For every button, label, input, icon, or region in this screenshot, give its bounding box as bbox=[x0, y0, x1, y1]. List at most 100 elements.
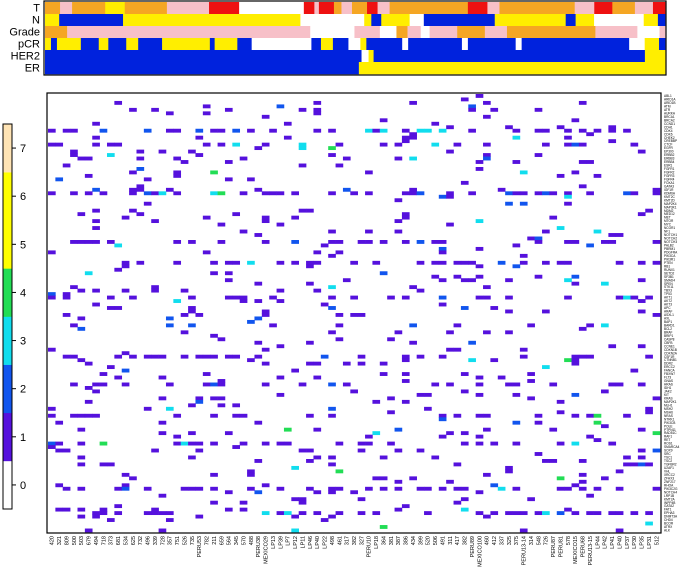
y-tick-label: PIK3CB bbox=[664, 421, 675, 425]
heatmap-cell bbox=[232, 295, 241, 300]
track-segment bbox=[367, 2, 378, 15]
heatmap-cell bbox=[48, 128, 56, 133]
heatmap-cell bbox=[276, 191, 285, 196]
heatmap-cell bbox=[556, 173, 565, 178]
heatmap-cell bbox=[601, 476, 609, 481]
heatmap-cell bbox=[379, 128, 388, 133]
heatmap-cell bbox=[84, 361, 93, 366]
heatmap-cell bbox=[313, 100, 322, 105]
y-tick-label: KMT2C bbox=[664, 195, 676, 199]
heatmap-cell bbox=[247, 358, 255, 363]
y-tick-label: LRP1B bbox=[664, 494, 674, 498]
heatmap-cell bbox=[254, 420, 263, 425]
heatmap-cell bbox=[490, 441, 499, 446]
colorbar: 0 1 2 3 4 5 6 7 bbox=[2, 123, 26, 510]
track-segment bbox=[124, 2, 168, 15]
heatmap-cell bbox=[143, 201, 152, 206]
track-segment bbox=[515, 38, 523, 51]
heatmap-cell bbox=[202, 372, 211, 376]
x-tick-label: LP44 bbox=[595, 536, 601, 549]
y-tick-label: FOXA1 bbox=[664, 181, 675, 185]
heatmap-cell bbox=[357, 497, 366, 502]
heatmap-cell bbox=[416, 392, 425, 397]
heatmap-cell bbox=[652, 431, 661, 436]
heatmap-cell bbox=[409, 100, 417, 105]
x-tick-label: 548 bbox=[536, 536, 542, 545]
heatmap-cell bbox=[328, 455, 336, 460]
x-tick-label: 659 bbox=[219, 536, 225, 545]
heatmap-cell bbox=[401, 139, 410, 144]
heatmap-cell bbox=[48, 142, 56, 147]
y-tick-label: NOTCH3 bbox=[664, 240, 677, 244]
heatmap-cell bbox=[180, 441, 189, 446]
heatmap-cell bbox=[379, 240, 388, 244]
colorbar-tick-label: 4 bbox=[20, 287, 26, 299]
heatmap-cell bbox=[70, 382, 78, 387]
y-tick-label: AKT2 bbox=[664, 299, 672, 303]
heatmap-cell bbox=[188, 295, 196, 300]
x-tick-label: 564 bbox=[227, 536, 233, 545]
y-tick-label: EGFR bbox=[664, 146, 674, 150]
heatmap-cell bbox=[99, 382, 108, 387]
heatmap-cell bbox=[276, 392, 285, 397]
heatmap-cell bbox=[549, 215, 558, 220]
heatmap-cell bbox=[298, 500, 307, 505]
heatmap-cell bbox=[276, 222, 285, 227]
heatmap-cell bbox=[121, 486, 130, 491]
heatmap-cell bbox=[593, 511, 602, 516]
track-segment bbox=[409, 14, 425, 27]
heatmap-cell bbox=[335, 250, 344, 255]
heatmap-cell bbox=[578, 472, 587, 477]
heatmap-cell bbox=[202, 104, 211, 109]
y-tick-label: CDKN1B bbox=[664, 348, 677, 352]
heatmap-cell bbox=[556, 486, 565, 491]
heatmap-cell bbox=[217, 337, 226, 342]
track-segment bbox=[67, 26, 145, 39]
heatmap-cell bbox=[645, 295, 653, 300]
x-tick-label: 417 bbox=[455, 536, 461, 545]
heatmap-cell bbox=[188, 455, 196, 460]
heatmap-cell bbox=[188, 323, 196, 328]
x-tick-label: 461 bbox=[337, 536, 343, 545]
heatmap-cell bbox=[306, 361, 314, 366]
heatmap-cell bbox=[460, 486, 469, 491]
heatmap-cell bbox=[217, 240, 226, 244]
heatmap-cell bbox=[55, 177, 64, 182]
heatmap-cell bbox=[84, 413, 93, 418]
heatmap-cell bbox=[239, 191, 248, 196]
heatmap-cell bbox=[586, 160, 594, 164]
y-tick-label: HRAS bbox=[664, 383, 673, 387]
heatmap-cell bbox=[298, 163, 307, 168]
x-tick-label: LP42 bbox=[603, 536, 609, 549]
y-tick-label: SETD2 bbox=[664, 271, 675, 275]
heatmap-cell bbox=[564, 201, 572, 206]
heatmap-cell bbox=[615, 469, 624, 474]
heatmap-cell bbox=[512, 243, 521, 248]
heatmap-cell bbox=[416, 354, 425, 359]
y-tick-label: CHEK2 bbox=[664, 136, 675, 140]
heatmap-cell bbox=[129, 107, 137, 112]
heatmap-cell bbox=[387, 410, 395, 415]
track-segment bbox=[333, 2, 342, 15]
heatmap-cell bbox=[542, 128, 550, 133]
heatmap-cell bbox=[143, 177, 152, 182]
heatmap-cell bbox=[615, 260, 624, 265]
heatmap-cell bbox=[394, 507, 403, 512]
heatmap-cell bbox=[298, 497, 307, 502]
track-segment bbox=[595, 26, 638, 39]
heatmap-cell bbox=[224, 295, 233, 300]
heatmap-cell bbox=[453, 347, 462, 352]
heatmap-cell bbox=[158, 431, 167, 436]
heatmap-cell bbox=[106, 462, 115, 467]
heatmap-cell bbox=[615, 233, 624, 237]
track-segment bbox=[50, 38, 58, 51]
heatmap-cell bbox=[306, 340, 314, 345]
colorbar-segment bbox=[3, 364, 12, 414]
heatmap-cell bbox=[48, 347, 56, 352]
heatmap-cell bbox=[512, 392, 521, 397]
heatmap-cell bbox=[92, 187, 100, 192]
heatmap-cell bbox=[92, 121, 100, 126]
colorbar-segment bbox=[3, 220, 12, 269]
track-segment bbox=[389, 2, 469, 15]
track-segment bbox=[332, 38, 349, 51]
